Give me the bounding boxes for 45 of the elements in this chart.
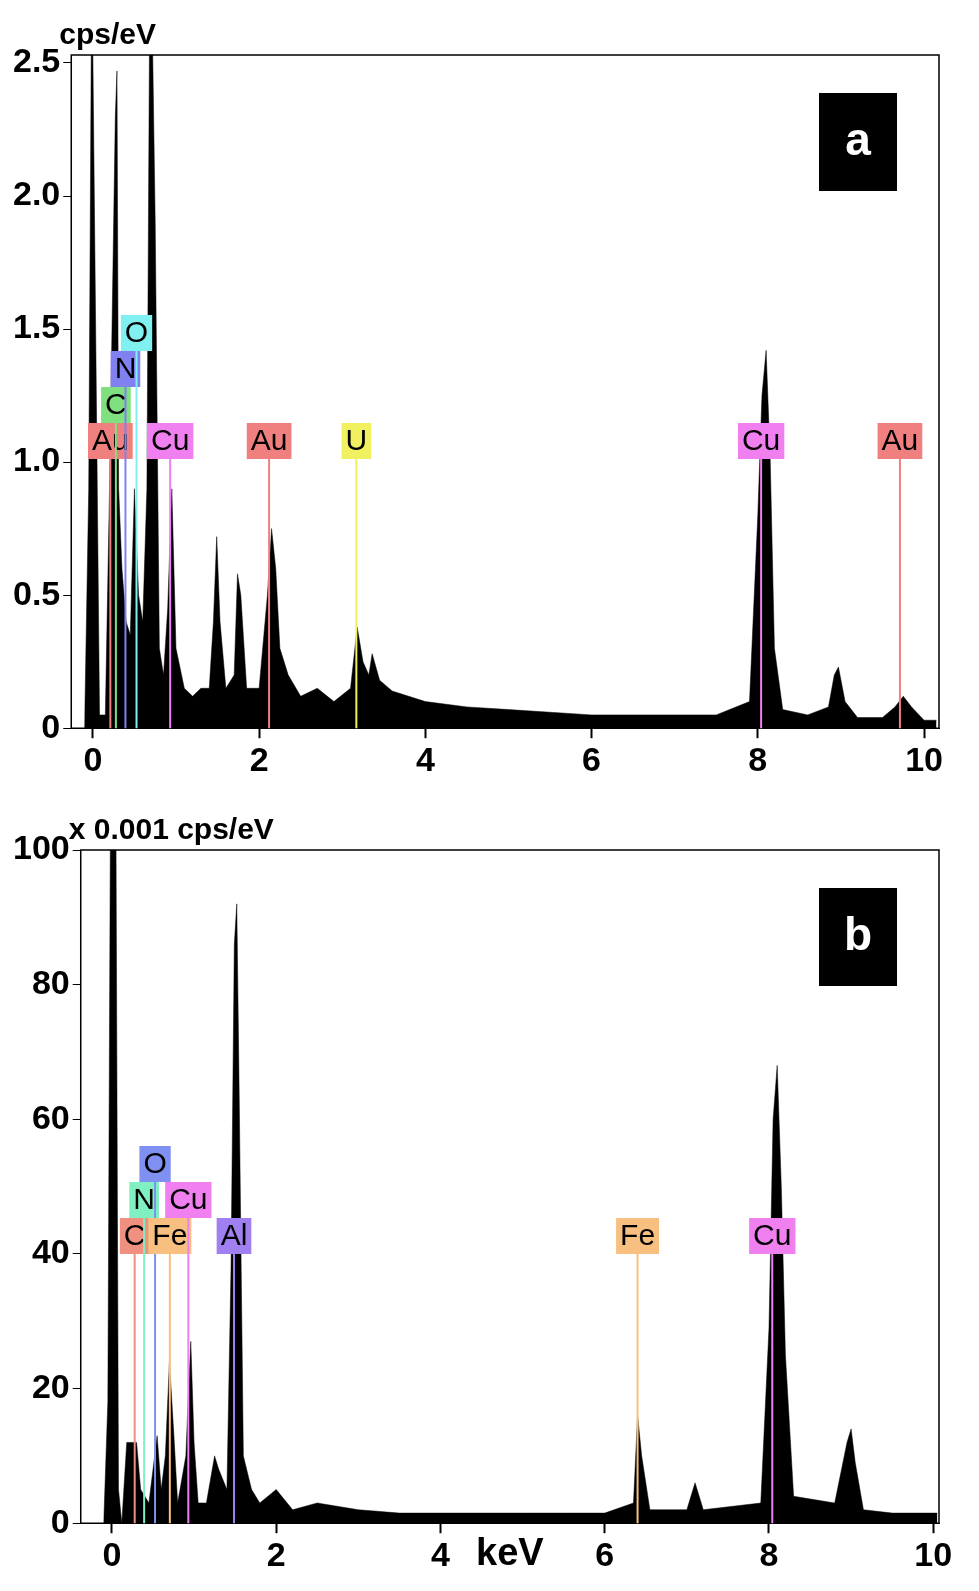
ref-line-label: Au [250, 423, 288, 457]
ref-line-label: Cu [150, 423, 190, 457]
y-tick-label: 2.0 [13, 174, 61, 213]
y-tick-label: 60 [31, 1097, 70, 1136]
ref-line-label: Fe [620, 1218, 656, 1252]
annotation: b [843, 907, 873, 960]
x-tick-label: 4 [431, 1534, 450, 1573]
y-tick-label: 100 [12, 828, 70, 867]
ref-line-label: Au [881, 423, 919, 457]
x-tick-label: 0 [83, 739, 103, 778]
y-tick-label: 80 [31, 963, 70, 1002]
ref-line-label: O [124, 315, 149, 349]
x-tick-label: 6 [595, 1534, 615, 1573]
ref-line-label: N [114, 351, 137, 385]
y-tick-label: 1.0 [13, 440, 61, 479]
x-tick-label: 8 [759, 1534, 779, 1573]
y-tick-label: 0 [50, 1501, 70, 1540]
ref-line-label: U [345, 423, 368, 457]
ref-line-label: C [123, 1218, 146, 1252]
y-tick-label: 0.5 [13, 573, 61, 612]
ref-line-label: Cu [169, 1182, 208, 1216]
ref-line-label: Fe [152, 1218, 188, 1252]
ref-line-label: C [105, 387, 127, 421]
x-tick-label: 0 [102, 1534, 122, 1573]
x-tick-label: 2 [249, 739, 269, 778]
x-tick-label: 8 [748, 739, 768, 778]
ref-line-label: N [133, 1182, 155, 1216]
y-tick-label: 2.5 [13, 41, 61, 80]
x-tick-label: 4 [415, 739, 435, 778]
x-axis-title: keV [476, 1530, 545, 1573]
x-tick-label: 2 [266, 1534, 286, 1573]
ref-line-label: Al [220, 1218, 248, 1252]
ref-line-label: Cu [741, 423, 781, 457]
x-tick-label: 10 [905, 739, 943, 778]
x-tick-label: 6 [582, 739, 602, 778]
ref-line-label: O [143, 1146, 167, 1180]
y-axis-title: x 0.001 cps/eV [68, 812, 274, 846]
y-tick-label: 0 [41, 706, 61, 745]
y-tick-label: 20 [31, 1366, 70, 1405]
y-tick-label: 1.5 [13, 307, 61, 346]
y-tick-label: 40 [31, 1232, 70, 1271]
annotation: a [845, 112, 872, 165]
ref-line-label: Cu [753, 1218, 792, 1252]
y-axis-title: cps/eV [59, 17, 156, 51]
x-tick-label: 10 [914, 1534, 953, 1573]
